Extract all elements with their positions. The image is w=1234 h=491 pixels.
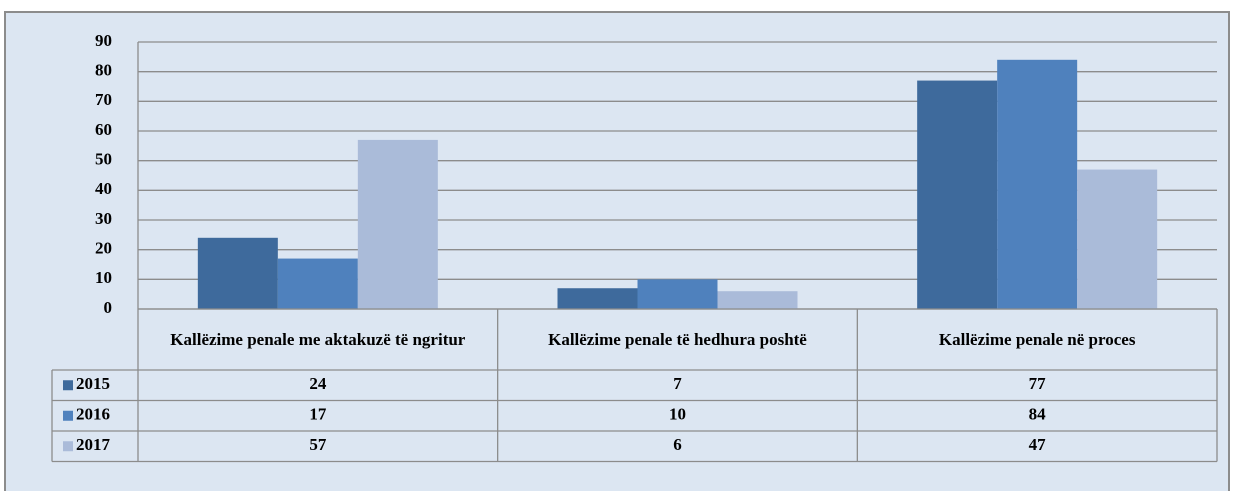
y-tick-label: 30 [95,209,112,228]
bar [917,80,998,309]
bar [717,291,798,309]
table-value: 6 [673,435,682,454]
y-tick-label: 10 [95,268,112,287]
y-tick-label: 90 [95,31,112,50]
legend-label: 2017 [76,435,111,454]
y-tick-label: 20 [95,239,112,258]
legend-key [63,441,73,452]
bar [1077,169,1158,309]
legend-label: 2016 [76,405,110,424]
bar [277,258,358,309]
y-tick-label: 50 [95,150,112,169]
category-label: Kallëzime penale me aktakuzë të ngritur [170,329,466,349]
category-label: Kallëzime penale të hedhura poshtë [548,329,807,349]
bar [637,279,718,309]
y-tick-label: 0 [104,298,113,317]
y-tick-label: 80 [95,61,112,80]
bar [357,139,438,309]
category-label: Kallëzime penale në proces [938,329,1136,349]
bar [557,288,638,309]
table-value: 57 [309,435,327,454]
legend-key [63,380,73,391]
legend-key [63,410,73,421]
table-value: 7 [673,374,682,393]
table-value: 24 [309,374,327,393]
y-tick-label: 40 [95,179,112,198]
table-value: 47 [1029,435,1047,454]
bar [997,59,1078,309]
table-value: 77 [1029,374,1047,393]
table-value: 10 [669,405,686,424]
y-tick-label: 70 [95,90,112,109]
bar [197,237,278,309]
y-tick-label: 60 [95,120,112,139]
legend-label: 2015 [76,374,110,393]
table-value: 84 [1029,405,1047,424]
table-value: 17 [309,405,327,424]
